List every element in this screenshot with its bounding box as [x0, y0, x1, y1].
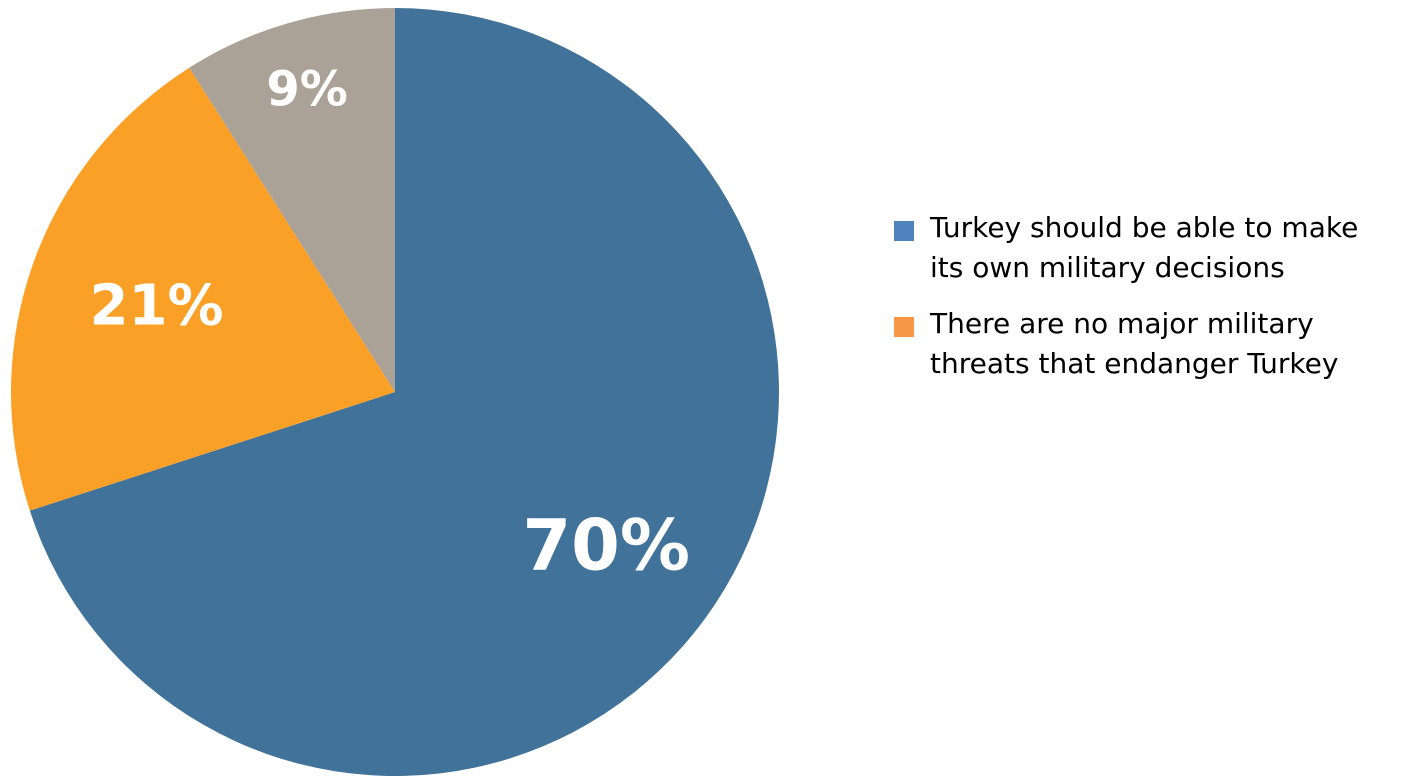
slice-label-other: 9%	[266, 62, 348, 118]
legend-label-own-decisions: Turkey should be able to make its own mi…	[930, 211, 1359, 284]
pie-slice-other	[189, 8, 395, 392]
legend-swatch-no-threats	[894, 317, 914, 337]
pie-chart: 70% 21% 9%	[10, 8, 779, 776]
pie-slice-own-decisions	[29, 8, 779, 776]
slice-label-no-threats: 21%	[90, 274, 224, 339]
pie-slice-no-threats	[10, 67, 396, 511]
legend: Turkey should be able to make its own mi…	[890, 208, 1390, 400]
legend-label-no-threats: There are no major military threats that…	[930, 307, 1339, 380]
legend-item-no-threats: There are no major military threats that…	[890, 304, 1390, 384]
slice-label-own-decisions: 70%	[522, 504, 690, 586]
legend-swatch-own-decisions	[894, 221, 914, 241]
legend-item-own-decisions: Turkey should be able to make its own mi…	[890, 208, 1390, 288]
